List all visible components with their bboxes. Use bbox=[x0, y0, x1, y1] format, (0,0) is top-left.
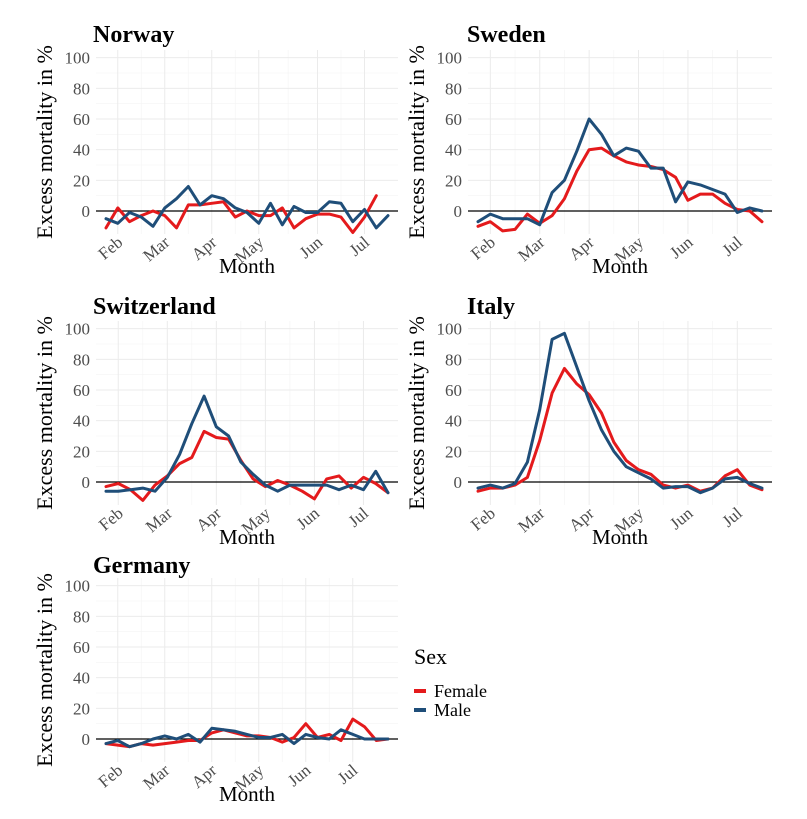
y-axis-label: Excess mortality in % bbox=[32, 316, 57, 510]
panel-germany: Germany Excess mortality in % 0 20 40 60 80 100… bbox=[32, 553, 398, 806]
series-line-female bbox=[104, 194, 378, 234]
y-tick-label: 0 bbox=[454, 473, 463, 492]
y-tick-label: 0 bbox=[82, 202, 91, 221]
x-tick-label: Jun bbox=[666, 232, 697, 262]
x-tick-label: Feb bbox=[467, 504, 499, 535]
x-tick-label: Mar bbox=[139, 760, 173, 793]
y-tick-label: 80 bbox=[73, 607, 90, 626]
y-axis-label: Excess mortality in % bbox=[32, 45, 57, 239]
legend: Sex Female Male bbox=[414, 644, 487, 720]
y-tick-label: 0 bbox=[454, 202, 463, 221]
y-tick-label: 100 bbox=[65, 49, 91, 68]
x-tick-label: Jun bbox=[293, 503, 324, 533]
panel-title: Italy bbox=[467, 294, 515, 320]
x-tick-label: Jun bbox=[284, 760, 315, 790]
y-tick-label: 0 bbox=[82, 730, 91, 749]
y-tick-label: 20 bbox=[445, 442, 462, 461]
y-tick-label: 80 bbox=[73, 79, 90, 98]
x-tick-label: Jun bbox=[296, 232, 327, 262]
y-tick-label: 100 bbox=[65, 320, 91, 339]
x-tick-label: Jul bbox=[345, 503, 373, 530]
x-tick-label: Jul bbox=[346, 232, 374, 259]
y-tick-label: 60 bbox=[445, 110, 462, 129]
legend-title: Sex bbox=[414, 644, 447, 669]
x-tick-label: Mar bbox=[139, 232, 173, 265]
y-tick-label: 100 bbox=[65, 577, 91, 596]
x-tick-label: Feb bbox=[95, 504, 127, 535]
y-tick-label: 20 bbox=[73, 171, 90, 190]
panel-title: Switzerland bbox=[93, 294, 216, 320]
panel-switzerland: Switzerland Excess mortality in % 0 20 40 60 8… bbox=[32, 294, 398, 549]
y-tick-label: 40 bbox=[445, 141, 462, 160]
panel-title: Norway bbox=[93, 22, 174, 48]
panel-sweden: Sweden Excess mortality in % 0 20 40 60 80 100 F… bbox=[404, 22, 772, 278]
x-axis-label: Month bbox=[592, 254, 649, 278]
series-line-male bbox=[104, 726, 390, 749]
series-line-male bbox=[476, 331, 764, 495]
x-axis-label: Month bbox=[219, 525, 276, 549]
x-axis-label: Month bbox=[592, 525, 649, 549]
x-tick-label: Feb bbox=[467, 233, 499, 264]
y-tick-label: 0 bbox=[82, 473, 91, 492]
series-line-male bbox=[104, 394, 390, 495]
y-axis-label: Excess mortality in % bbox=[404, 45, 429, 239]
x-tick-label: Mar bbox=[514, 503, 548, 536]
series-line-male bbox=[104, 185, 390, 230]
y-tick-label: 60 bbox=[73, 638, 90, 657]
x-tick-label: Feb bbox=[95, 761, 127, 792]
y-tick-label: 20 bbox=[73, 442, 90, 461]
y-axis-label: Excess mortality in % bbox=[32, 573, 57, 767]
panel-title: Germany bbox=[93, 553, 190, 579]
x-tick-label: Jun bbox=[666, 503, 697, 533]
y-axis-label: Excess mortality in % bbox=[404, 316, 429, 510]
y-tick-label: 100 bbox=[437, 49, 463, 68]
y-tick-label: 60 bbox=[73, 110, 90, 129]
y-tick-label: 80 bbox=[445, 79, 462, 98]
x-tick-label: Jul bbox=[718, 503, 746, 530]
y-tick-label: 40 bbox=[445, 412, 462, 431]
x-tick-label: Jul bbox=[718, 232, 746, 259]
x-tick-label: Mar bbox=[142, 503, 176, 536]
y-tick-label: 80 bbox=[73, 350, 90, 369]
x-axis-label: Month bbox=[219, 782, 276, 806]
panel-title: Sweden bbox=[467, 22, 546, 48]
series-line-male bbox=[476, 117, 764, 227]
panel-italy: Italy Excess mortality in % 0 20 40 60 80 100 Fe… bbox=[404, 294, 772, 549]
y-tick-label: 20 bbox=[445, 171, 462, 190]
y-tick-label: 40 bbox=[73, 669, 90, 688]
y-tick-label: 80 bbox=[445, 350, 462, 369]
y-tick-label: 40 bbox=[73, 412, 90, 431]
legend-label-male: Male bbox=[434, 700, 471, 720]
x-tick-label: Jul bbox=[334, 760, 362, 787]
y-tick-label: 60 bbox=[73, 381, 90, 400]
x-tick-label: Feb bbox=[95, 233, 127, 264]
panels-container: Norway Excess mortality in % 0 20 40 60 80 100 F… bbox=[32, 22, 772, 806]
x-tick-label: Apr bbox=[188, 232, 221, 264]
y-tick-label: 20 bbox=[73, 699, 90, 718]
x-axis-label: Month bbox=[219, 254, 276, 278]
x-tick-label: Mar bbox=[514, 232, 548, 265]
y-tick-label: 100 bbox=[437, 320, 463, 339]
x-tick-label: Apr bbox=[188, 760, 221, 792]
y-tick-label: 40 bbox=[73, 141, 90, 160]
series-line-female bbox=[476, 146, 764, 233]
legend-label-female: Female bbox=[434, 681, 487, 701]
panel-norway: Norway Excess mortality in % 0 20 40 60 80 100 F… bbox=[32, 22, 398, 278]
y-tick-label: 60 bbox=[445, 381, 462, 400]
